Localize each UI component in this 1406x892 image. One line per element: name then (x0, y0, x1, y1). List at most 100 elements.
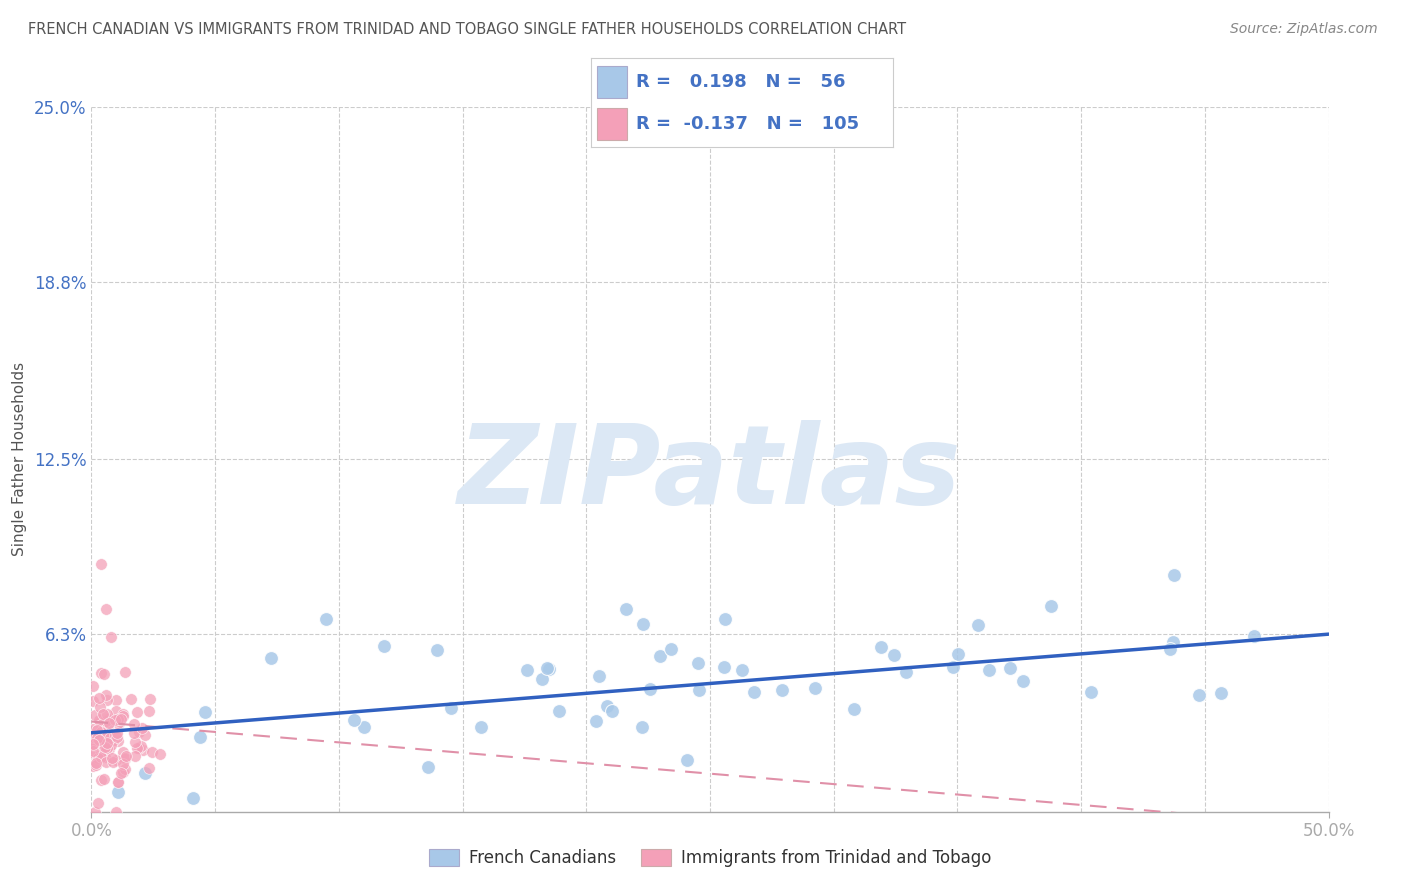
Point (84, 738, 107, 752)
Point (661, 641, 683, 656)
Point (100, 727, 122, 741)
Point (134, 728, 156, 742)
Point (94, 689, 117, 703)
Point (894, 665, 917, 679)
Point (110, 712, 132, 726)
Point (120, 692, 142, 706)
Point (86, 731, 108, 745)
Point (883, 648, 905, 662)
Point (1163, 567, 1185, 582)
Point (128, 741, 150, 756)
Point (94, 749, 117, 764)
Point (94, 739, 117, 754)
Text: FRENCH CANADIAN VS IMMIGRANTS FROM TRINIDAD AND TOBAGO SINGLE FATHER HOUSEHOLDS : FRENCH CANADIAN VS IMMIGRANTS FROM TRINI… (28, 22, 907, 37)
Point (96, 601, 118, 615)
Point (139, 692, 162, 706)
Point (131, 721, 153, 735)
Point (87, 713, 110, 727)
Point (107, 785, 129, 799)
Point (86, 723, 108, 738)
Point (83, 707, 105, 722)
Point (82, 679, 104, 693)
Point (1243, 629, 1265, 643)
Point (107, 734, 129, 748)
Point (100, 630, 122, 644)
Point (1188, 688, 1211, 702)
Point (714, 612, 737, 626)
Point (194, 706, 217, 720)
Point (676, 754, 699, 768)
Point (869, 640, 891, 654)
Point (82, 737, 104, 751)
Point (418, 759, 440, 773)
Point (96, 739, 118, 754)
Point (96, 714, 118, 728)
Point (94, 734, 117, 748)
Point (124, 725, 146, 739)
Y-axis label: Single Father Households: Single Father Households (13, 362, 27, 557)
Point (125, 740, 148, 755)
Point (770, 683, 793, 698)
Point (93, 772, 115, 786)
Point (125, 705, 148, 719)
Point (107, 715, 129, 730)
Point (122, 717, 145, 731)
Point (96, 736, 118, 750)
Point (134, 765, 156, 780)
Point (111, 709, 134, 723)
Point (946, 647, 969, 661)
Point (114, 665, 136, 679)
Point (101, 751, 124, 765)
Point (650, 649, 672, 664)
Point (1211, 685, 1233, 699)
Point (942, 660, 965, 674)
Point (260, 650, 283, 665)
Point (713, 659, 735, 673)
Point (103, 713, 125, 727)
Point (98, 742, 121, 756)
Point (538, 662, 561, 676)
Point (343, 713, 366, 727)
Point (111, 706, 134, 721)
Point (82, 731, 104, 745)
Point (108, 716, 131, 731)
Point (87, 751, 110, 765)
Point (90, 773, 112, 788)
Point (104, 712, 127, 726)
Point (97, 719, 120, 733)
Point (842, 701, 865, 715)
Point (124, 748, 146, 763)
Point (128, 724, 150, 739)
Point (84, 756, 107, 770)
Point (112, 756, 135, 771)
Point (470, 720, 492, 734)
Point (90, 732, 112, 747)
Point (104, 704, 127, 718)
Point (585, 714, 607, 728)
Point (82, 743, 104, 757)
Point (114, 750, 136, 764)
Point (105, 753, 128, 767)
Point (100, 738, 122, 752)
Point (631, 719, 654, 733)
Point (87, 796, 110, 810)
Point (83, 746, 105, 760)
Point (100, 731, 122, 745)
Point (124, 735, 146, 749)
Point (84, 758, 107, 772)
Text: Source: ZipAtlas.com: Source: ZipAtlas.com (1230, 22, 1378, 37)
Point (596, 699, 619, 714)
Text: R =  -0.137   N =   105: R = -0.137 N = 105 (636, 115, 859, 133)
Point (90, 666, 112, 681)
Point (112, 764, 135, 779)
Point (998, 661, 1021, 675)
Point (94, 714, 117, 729)
Point (110, 766, 132, 780)
Legend: French Canadians, Immigrants from Trinidad and Tobago: French Canadians, Immigrants from Trinid… (422, 842, 998, 874)
Point (530, 673, 553, 687)
Point (548, 704, 571, 718)
Point (103, 732, 125, 747)
Point (373, 639, 395, 653)
Point (588, 669, 610, 683)
Point (1163, 635, 1185, 649)
